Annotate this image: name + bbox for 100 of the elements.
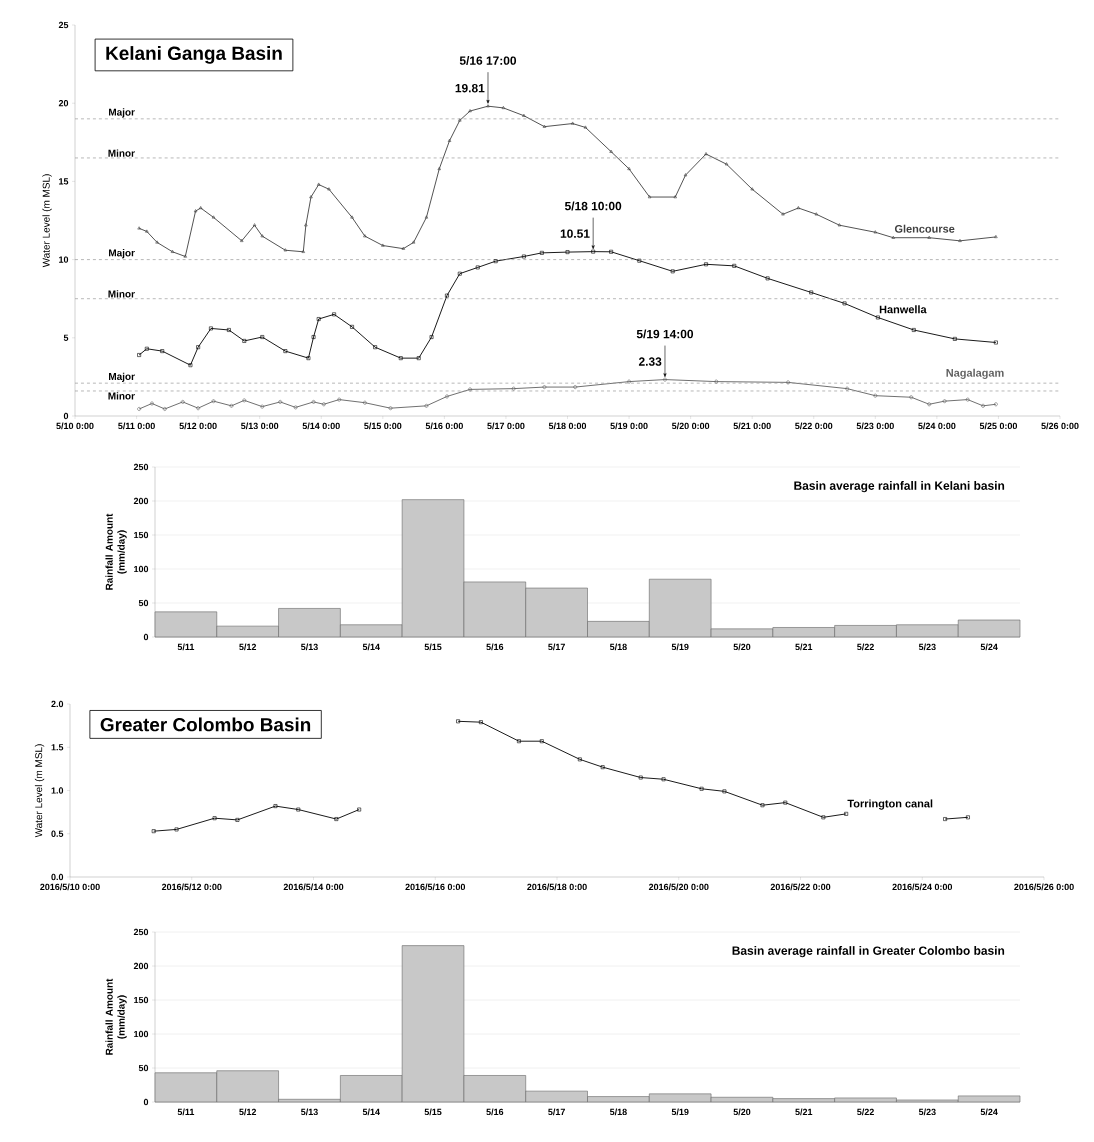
point (539, 739, 544, 744)
x-tick-label: 5/21 (795, 643, 813, 651)
point (722, 789, 727, 794)
y-tick-label: 0.0 (51, 873, 64, 881)
point (760, 803, 765, 808)
x-tick-label: 5/24 (980, 1108, 998, 1116)
annotation: 10.51 (560, 229, 590, 238)
y-tick-label: 10 (59, 256, 69, 263)
x-tick-label: 5/21 (795, 1108, 813, 1116)
ref-line-label: Major (109, 108, 135, 118)
x-tick-label: 5/19 (671, 643, 689, 651)
text: Greater Colombo Basin (100, 717, 311, 732)
x-tick-label: 5/14 0:00 (302, 422, 340, 430)
y-tick-label: 150 (134, 531, 149, 539)
ref-line-label: Minor (108, 392, 135, 400)
y-axis-title: Rainfall Amount (mm/day) (105, 513, 127, 590)
x-tick-label: 5/11 0:00 (118, 422, 155, 430)
point (212, 816, 217, 821)
x-tick-label: 5/19 0:00 (610, 422, 648, 430)
x-tick-label: 5/12 0:00 (179, 422, 217, 430)
x-tick-label: 5/13 (301, 643, 318, 651)
x-tick-label: 2016/5/18 0:00 (527, 883, 587, 891)
series-label: Hanwella (879, 305, 927, 314)
point (334, 817, 339, 821)
point (456, 719, 460, 724)
x-tick-label: 2016/5/14 0:00 (283, 883, 344, 891)
point (273, 804, 278, 808)
series-label: Nagalagam (946, 368, 1004, 379)
annotation: 2.33 (638, 357, 662, 366)
y-tick-label: 200 (133, 962, 149, 970)
y-tick-label: 1.0 (51, 787, 64, 794)
x-tick-label: 5/25 0:00 (979, 422, 1018, 430)
y-tick-label: 100 (134, 1030, 149, 1038)
point (577, 757, 582, 762)
point (638, 775, 643, 780)
ref-line-label: Minor (108, 290, 135, 298)
x-tick-label: 5/18 (609, 643, 627, 651)
x-tick-label: 5/23 (918, 643, 936, 651)
x-tick-label: 5/16 (486, 1108, 504, 1116)
x-tick-label: 2016/5/20 0:00 (648, 883, 709, 891)
x-tick-label: 5/16 (486, 643, 504, 651)
y-tick-label: 200 (133, 497, 149, 505)
annotation: 5/19 14:00 (636, 329, 694, 339)
x-tick-label: 5/23 0:00 (856, 422, 894, 430)
x-tick-label: 5/13 0:00 (241, 422, 279, 430)
ref-line-label: Major (109, 372, 135, 382)
y-tick-label: 5 (63, 334, 69, 341)
y-tick-label: 0 (63, 412, 69, 420)
point (235, 818, 240, 822)
y-tick-label: 250 (133, 928, 149, 936)
x-tick-label: 5/19 (671, 1108, 689, 1116)
x-tick-label: 2016/5/22 0:00 (770, 883, 831, 891)
x-tick-label: 2016/5/16 0:00 (405, 883, 466, 891)
point (661, 777, 666, 782)
y-tick-label: 250 (133, 463, 149, 471)
x-tick-label: 2016/5/26 0:00 (1014, 883, 1074, 891)
point (844, 811, 849, 816)
x-tick-label: 5/15 (424, 1108, 442, 1116)
point (783, 800, 788, 805)
x-tick-label: 5/15 (424, 643, 442, 651)
x-tick-label: 5/13 (301, 1108, 318, 1116)
y-tick-label: 100 (134, 565, 149, 573)
y-tick-label: 25 (58, 21, 69, 29)
series-label: Glencourse (894, 224, 955, 233)
x-tick-label: 5/22 (857, 643, 874, 651)
x-tick-label: 5/14 (362, 1108, 380, 1116)
y-axis-title: Rainfall Amount (mm/day) (105, 978, 127, 1055)
x-tick-label: 5/10 0:00 (56, 422, 94, 430)
x-tick-label: 5/17 (548, 1108, 565, 1116)
y-tick-label: 150 (134, 996, 149, 1004)
point (699, 786, 704, 791)
x-tick-label: 5/16 0:00 (425, 422, 463, 430)
y-tick-label: 2.0 (51, 700, 64, 708)
ref-line-label: Minor (108, 149, 135, 157)
y-tick-label: 1.5 (51, 744, 64, 751)
x-tick-label: 5/20 0:00 (671, 422, 710, 430)
annotation: 19.81 (455, 83, 485, 93)
x-tick-label: 5/24 (980, 643, 998, 651)
text: Basin average rainfall in Kelani basin (794, 481, 1005, 493)
point (479, 720, 483, 725)
x-tick-label: 5/17 (548, 643, 565, 651)
y-tick-label: 15 (59, 178, 69, 185)
point (296, 807, 301, 812)
x-tick-label: 5/26 0:00 (1041, 422, 1079, 430)
x-tick-label: 2016/5/12 0:00 (161, 883, 222, 891)
x-tick-label: 5/18 (609, 1108, 627, 1116)
text: Basin average rainfall in Greater Colombo basin (732, 946, 1005, 958)
point (174, 827, 179, 832)
point (517, 739, 521, 744)
point (357, 807, 362, 812)
x-tick-label: 5/18 0:00 (548, 422, 587, 430)
ref-line-label: Major (109, 249, 135, 259)
y-tick-label: 0 (143, 1098, 149, 1106)
x-tick-label: 5/11 (177, 1108, 195, 1116)
x-tick-label: 5/20 (733, 643, 751, 651)
text: Kelani Ganga Basin (106, 46, 282, 64)
x-tick-label: 5/12 (239, 643, 257, 651)
point (600, 765, 605, 770)
x-tick-label: 5/14 (362, 643, 380, 651)
y-tick-label: 50 (138, 1064, 149, 1072)
